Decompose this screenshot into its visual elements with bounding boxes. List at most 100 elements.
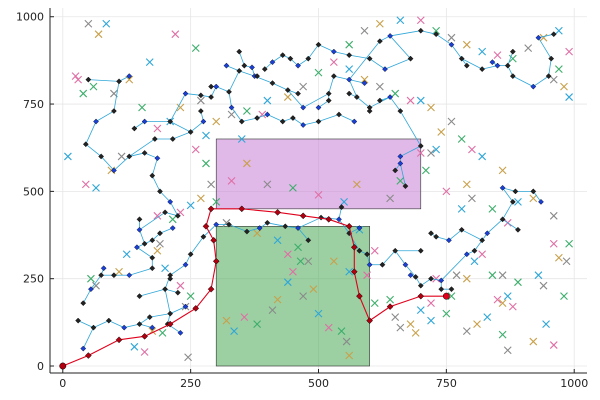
path-node-9	[202, 222, 210, 230]
sample-point-139	[360, 75, 369, 84]
sample-point-67	[488, 271, 497, 280]
tree-edge-86	[129, 138, 156, 157]
sample-point-stroke-b-90	[457, 204, 466, 213]
sample-point-63	[452, 271, 461, 280]
x-tick-label-3: 750	[436, 377, 457, 390]
sample-point-61	[432, 274, 441, 283]
path	[59, 205, 450, 370]
tree-node-86	[126, 153, 133, 160]
sample-point-stroke-b-46	[289, 267, 297, 276]
tree-node-120	[182, 303, 189, 310]
sample-point-stroke-b-0	[64, 152, 72, 161]
sample-point-158	[360, 26, 369, 35]
tree-node-101	[162, 209, 168, 216]
tree-edge-91	[95, 110, 115, 122]
tree-node-28	[356, 247, 363, 254]
sample-point-stroke-b-43	[268, 306, 277, 315]
tree-edge-135	[538, 37, 552, 59]
tree-node-62	[397, 108, 404, 114]
sample-point-76	[549, 341, 558, 349]
tree-node-92	[116, 78, 122, 85]
sample-point-159	[375, 19, 384, 28]
tree-node-135	[535, 34, 542, 41]
sample-point-stroke-b-2	[79, 89, 88, 98]
sample-point-119	[406, 320, 415, 328]
sample-point-161	[416, 16, 425, 25]
sample-point-68	[498, 271, 507, 280]
sample-point-stroke-b-67	[488, 271, 497, 280]
tree-node-174	[315, 104, 322, 111]
tree-node-63	[387, 94, 393, 100]
path-node-18	[356, 292, 363, 300]
sample-point-103	[263, 180, 272, 189]
sample-point-2	[79, 89, 88, 98]
tree-node-55	[433, 233, 440, 240]
sample-point-stroke-b-166	[493, 51, 502, 60]
sample-point-120	[416, 306, 425, 315]
tree-edge-163	[267, 114, 283, 122]
tree-node-151	[261, 66, 268, 73]
sample-point-91	[442, 187, 451, 196]
tree-edge-92	[113, 81, 120, 112]
random-points	[64, 16, 573, 362]
sample-point-22	[87, 274, 95, 283]
tree-edge-26	[338, 219, 350, 234]
sample-point-stroke-b-20	[92, 183, 100, 192]
sample-point-160	[396, 16, 405, 25]
tree-edge-129	[482, 65, 498, 70]
sample-point-stroke-b-124	[473, 320, 481, 328]
tree-node-148	[287, 55, 294, 62]
sample-point-stroke-b-5	[102, 19, 111, 28]
sample-point-169	[539, 33, 548, 42]
sample-point-92	[422, 166, 430, 175]
tree-node-127	[458, 55, 465, 62]
tree-node-88	[98, 153, 105, 160]
sample-point-stroke-b-140	[345, 65, 354, 74]
tree-node-53	[458, 226, 465, 233]
tree-node-54	[446, 237, 452, 244]
sample-point-stroke-b-154	[196, 194, 205, 203]
tree-node-166	[315, 118, 322, 125]
sample-point-stroke-b-72	[498, 330, 507, 339]
tree-edge-87	[113, 156, 130, 171]
tree-node-43	[471, 247, 478, 254]
sample-point-69	[498, 299, 507, 308]
sample-point-stroke-b-115	[345, 267, 354, 276]
sample-point-stroke-b-91	[442, 187, 451, 196]
tree-node-14	[200, 233, 207, 240]
sample-point-stroke-b-136	[406, 96, 415, 105]
path-node-3	[141, 332, 148, 340]
tree-edge-160	[231, 107, 243, 122]
sample-point-stroke-b-87	[488, 204, 497, 213]
sample-point-stroke-b-51	[324, 323, 333, 332]
tree-node-131	[509, 73, 516, 79]
sample-point-143	[299, 82, 308, 91]
sample-point-stroke-b-85	[514, 197, 522, 206]
path-node-15	[345, 222, 353, 230]
sample-point-1	[71, 72, 80, 80]
sample-point-stroke-b-14	[176, 103, 185, 112]
tree-edge-120	[170, 306, 186, 314]
tree-edge-118	[139, 288, 166, 297]
tree-node-156	[223, 62, 230, 69]
tree-node-47	[509, 198, 516, 205]
sample-point-stroke-b-80	[534, 271, 543, 280]
sample-point-162	[432, 26, 441, 35]
sample-point-stroke-b-173	[549, 75, 558, 84]
tree-edge-167	[318, 114, 340, 122]
sample-point-stroke-b-96	[416, 149, 425, 157]
tree-edge-115	[82, 288, 92, 304]
tree-node-172	[346, 90, 353, 97]
obstacle-1	[215, 226, 370, 367]
sample-point-stroke-b-94	[437, 128, 446, 136]
tree-edge-144	[333, 51, 350, 56]
tree-node-39	[438, 277, 445, 284]
tree-edge-168	[338, 114, 355, 122]
tree-edge-132	[512, 75, 534, 87]
tree-node-45	[484, 230, 491, 237]
tree-node-90	[93, 118, 99, 125]
tree-edge-69	[302, 93, 329, 108]
tree-node-34	[412, 274, 419, 280]
sample-point-88	[468, 194, 476, 203]
sample-point-78	[562, 257, 571, 266]
